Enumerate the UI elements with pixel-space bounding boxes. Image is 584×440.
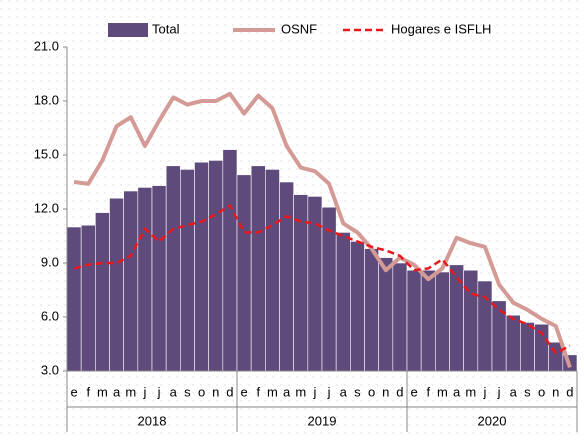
x-tick-label: n: [212, 384, 219, 399]
x-tick-label: n: [552, 384, 559, 399]
y-tick-label: 9.0: [41, 254, 59, 269]
x-tick-label: a: [283, 384, 291, 399]
x-tick-label: e: [240, 384, 247, 399]
legend-label: OSNF: [281, 21, 317, 36]
bar: [236, 174, 252, 372]
x-tick-label: m: [437, 384, 448, 399]
legend-swatch: [108, 23, 148, 37]
y-tick-label: 3.0: [41, 362, 59, 377]
bar: [491, 300, 507, 372]
x-tick-label: d: [566, 384, 573, 399]
bar: [194, 161, 209, 372]
x-tick-label: n: [382, 384, 389, 399]
x-tick-label: m: [97, 384, 108, 399]
y-tick-label: 15.0: [34, 146, 59, 161]
x-tick-label: j: [482, 384, 486, 399]
bar: [350, 241, 365, 372]
bar: [222, 149, 238, 372]
bar: [520, 322, 535, 372]
bar: [392, 262, 408, 372]
x-tick-label: o: [368, 384, 375, 399]
bar: [265, 169, 280, 372]
bar: [109, 197, 124, 372]
legend-label: Total: [152, 21, 180, 36]
bar: [364, 248, 379, 372]
bar: [279, 181, 294, 372]
x-tick-label: m: [125, 384, 136, 399]
bar: [449, 264, 464, 372]
x-tick-label: s: [184, 384, 191, 399]
year-label: 2018: [138, 413, 167, 428]
y-tick-label: 21.0: [34, 38, 59, 53]
bar: [66, 226, 82, 372]
x-tick-label: e: [410, 384, 417, 399]
x-tick-label: e: [70, 384, 77, 399]
bar: [165, 165, 181, 372]
y-tick-label: 18.0: [34, 92, 59, 107]
x-tick-label: d: [396, 384, 403, 399]
x-tick-label: m: [295, 384, 306, 399]
bar: [137, 187, 153, 372]
x-tick-label: o: [538, 384, 545, 399]
x-tick-label: j: [157, 384, 161, 399]
x-tick-label: s: [524, 384, 531, 399]
x-tick-label: f: [426, 384, 430, 399]
bar: [406, 269, 422, 372]
year-label: 2019: [308, 413, 337, 428]
legend-label: Hogares e ISFLH: [391, 21, 491, 36]
x-tick-label: a: [113, 384, 121, 399]
x-tick-label: m: [465, 384, 476, 399]
bar: [335, 232, 351, 372]
x-tick-label: a: [510, 384, 518, 399]
x-tick-label: j: [312, 384, 316, 399]
bar: [534, 323, 549, 372]
bar: [95, 212, 110, 372]
bar: [180, 169, 195, 372]
line-series: [73, 91, 572, 369]
x-tick-label: m: [267, 384, 278, 399]
bar: [378, 257, 394, 372]
x-tick-label: f: [256, 384, 260, 399]
x-tick-label: j: [497, 384, 501, 399]
x-tick-label: a: [340, 384, 348, 399]
y-tick-label: 12.0: [34, 200, 59, 215]
x-tick-label: f: [86, 384, 90, 399]
bar: [463, 269, 479, 372]
x-tick-label: j: [142, 384, 146, 399]
bar: [435, 271, 450, 372]
bar: [250, 165, 266, 372]
bar: [80, 224, 96, 372]
bar: [420, 269, 436, 372]
bar: [477, 280, 493, 372]
x-tick-label: o: [198, 384, 205, 399]
x-tick-label: s: [354, 384, 361, 399]
year-label: 2020: [478, 413, 507, 428]
line-series: [73, 204, 571, 355]
x-tick-label: a: [170, 384, 178, 399]
bar: [208, 160, 224, 372]
x-tick-label: d: [226, 384, 233, 399]
bar: [505, 314, 521, 372]
y-tick-label: 6.0: [41, 308, 59, 323]
x-tick-label: a: [453, 384, 461, 399]
bar: [123, 190, 139, 372]
x-tick-label: j: [327, 384, 331, 399]
bar: [151, 185, 167, 372]
